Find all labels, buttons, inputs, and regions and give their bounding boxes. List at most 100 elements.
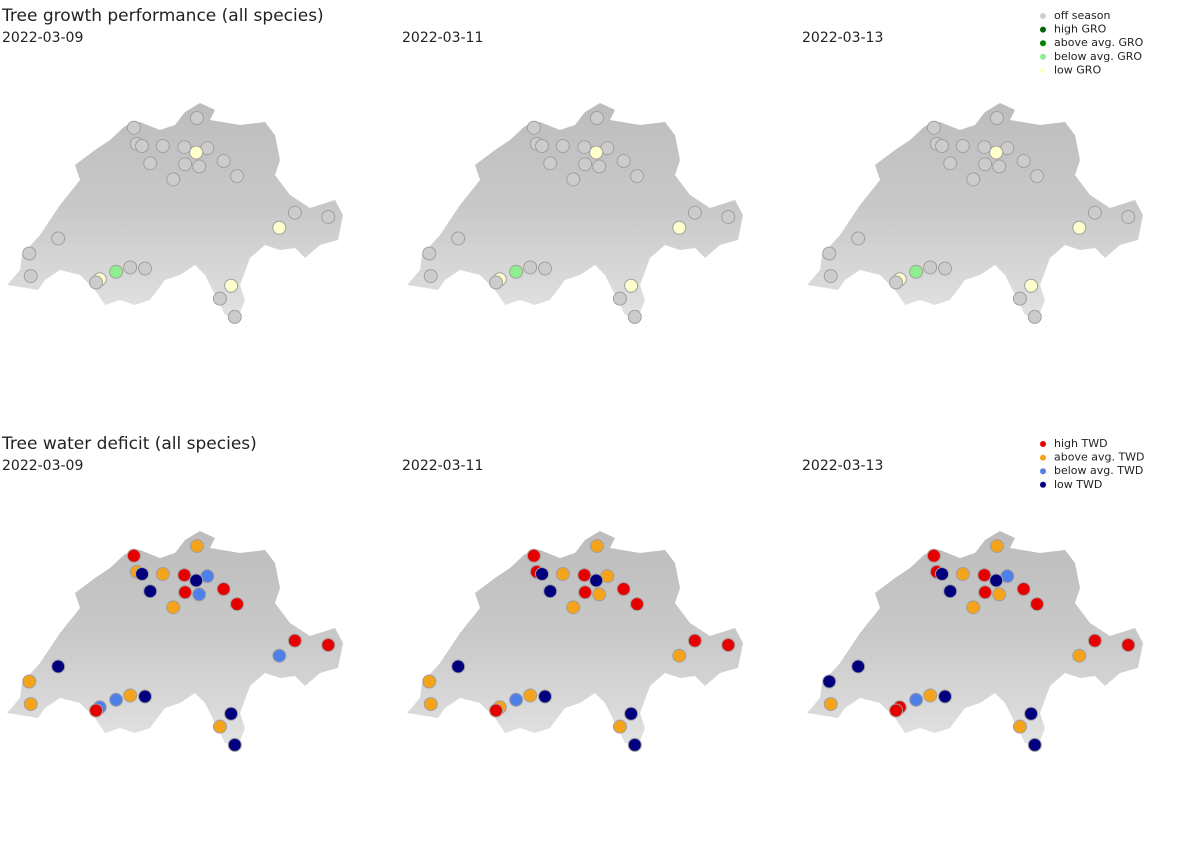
site-marker (135, 567, 150, 581)
site-marker (227, 737, 242, 752)
site-marker (989, 539, 1004, 554)
date-label: 2022-03-11 (402, 30, 483, 46)
site-marker (1121, 209, 1136, 224)
site-marker (955, 139, 970, 153)
site-marker (155, 139, 170, 153)
site-marker (612, 291, 627, 306)
site-marker (566, 600, 581, 615)
site-marker (451, 231, 466, 246)
legend-label: below avg. TWD (1054, 464, 1143, 477)
site-marker (23, 269, 38, 284)
legend-marker (1040, 26, 1046, 33)
site-marker (224, 278, 239, 293)
site-marker (966, 172, 981, 187)
site-marker (1016, 154, 1031, 169)
site-marker (422, 674, 437, 689)
site-marker (589, 145, 604, 160)
site-marker (89, 275, 104, 290)
site-marker (923, 688, 938, 703)
legend-label: high TWD (1054, 437, 1108, 450)
site-marker (535, 567, 550, 581)
site-marker (1012, 291, 1027, 306)
site-marker (189, 573, 204, 588)
site-marker (192, 587, 207, 602)
site-marker (578, 157, 593, 172)
site-marker (535, 139, 550, 153)
site-marker (992, 587, 1007, 602)
site-marker (538, 689, 553, 704)
legend-marker (1040, 53, 1046, 60)
legend-marker (1040, 441, 1046, 447)
site-marker (926, 548, 941, 563)
legend-marker (1040, 481, 1046, 488)
site-marker (155, 567, 170, 581)
site-marker (889, 275, 904, 290)
site-marker (212, 719, 227, 734)
site-marker (577, 568, 592, 583)
site-marker (687, 205, 702, 220)
site-marker (589, 539, 604, 554)
site-marker (851, 659, 866, 674)
site-marker (509, 692, 524, 707)
site-marker (321, 209, 336, 224)
site-marker (627, 309, 642, 324)
site-marker (216, 154, 231, 169)
legend-label: below avg. GRO (1054, 50, 1142, 63)
site-marker (1027, 737, 1042, 752)
date-label: 2022-03-11 (402, 458, 483, 474)
site-marker (1030, 597, 1045, 612)
site-marker (687, 633, 702, 648)
site-marker (272, 648, 287, 663)
site-marker (923, 260, 938, 275)
site-marker (555, 567, 570, 581)
legend-marker (1040, 67, 1046, 74)
site-marker (938, 689, 953, 704)
legend-marker (1040, 454, 1046, 461)
site-marker (177, 568, 192, 583)
site-marker (909, 692, 924, 707)
site-marker (89, 703, 104, 718)
site-marker (989, 145, 1004, 160)
site-marker (630, 597, 645, 612)
legend-label: high GRO (1054, 23, 1107, 36)
site-marker (1012, 719, 1027, 734)
site-marker (721, 637, 736, 652)
site-marker (423, 269, 438, 284)
site-marker (489, 275, 504, 290)
legend-marker (1040, 13, 1046, 19)
site-marker (992, 159, 1007, 174)
site-marker (126, 548, 141, 563)
site-marker (192, 159, 207, 174)
site-marker (189, 145, 204, 160)
panel-title: Tree growth performance (all species) (1, 6, 324, 26)
site-marker (592, 159, 607, 174)
site-marker (287, 633, 302, 648)
basemaps (7, 103, 1143, 746)
site-marker (978, 157, 993, 172)
legend-label: low GRO (1054, 63, 1101, 76)
site-marker (189, 111, 204, 126)
site-marker (935, 567, 950, 581)
legend-label: above avg. TWD (1054, 451, 1145, 464)
site-marker (216, 582, 231, 597)
site-marker (616, 154, 631, 169)
site-marker (51, 659, 66, 674)
site-marker (423, 697, 438, 712)
site-marker (721, 209, 736, 224)
site-marker (126, 120, 141, 135)
legend-label: low TWD (1054, 478, 1102, 491)
site-marker (123, 260, 138, 275)
site-marker (822, 674, 837, 689)
site-marker (977, 140, 992, 155)
site-marker (143, 584, 158, 599)
site-marker (943, 584, 958, 599)
site-marker (451, 659, 466, 674)
site-marker (166, 172, 181, 187)
date-label: 2022-03-13 (802, 30, 883, 46)
site-marker (22, 674, 37, 689)
site-marker (178, 585, 193, 600)
site-marker (578, 585, 593, 600)
legend-label: off season (1054, 9, 1111, 22)
site-marker (543, 584, 558, 599)
site-marker (109, 692, 124, 707)
